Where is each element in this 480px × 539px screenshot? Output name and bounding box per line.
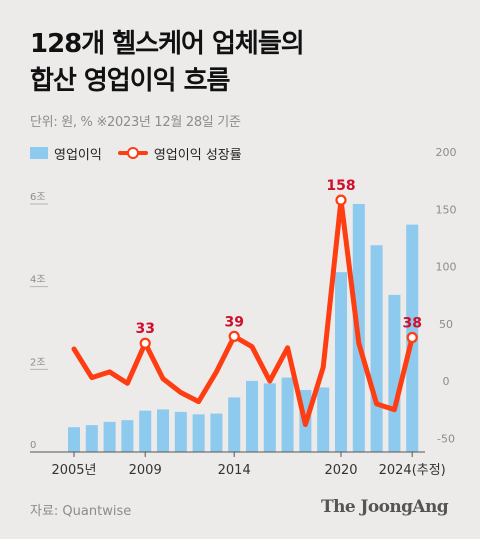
chart-title: 128개 헬스케어 업체들의 합산 영업이익 흐름 — [30, 26, 305, 100]
left-axis-tick-label: 0 — [30, 440, 36, 451]
legend-line-label: 영업이익 성장률 — [153, 147, 242, 163]
bar — [335, 272, 347, 452]
unit-note: 단위: 원, % ※2023년 12월 28일 기준 — [30, 115, 241, 130]
bar — [210, 413, 223, 452]
bar — [228, 397, 241, 452]
bar — [370, 245, 383, 452]
growth-rate-marker — [139, 337, 151, 349]
bar — [139, 410, 152, 452]
left-axis-tick-label: 6조 — [30, 192, 46, 203]
bar — [263, 383, 276, 452]
left-axis-tick-label: 4조 — [30, 275, 46, 286]
right-axis-tick-label: -50 — [437, 432, 455, 445]
bar — [246, 380, 258, 452]
growth-rate-marker — [335, 194, 347, 206]
right-axis-tick-label: 200 — [436, 146, 457, 159]
right-axis-tick-label: 50 — [439, 318, 453, 331]
x-axis-tick-label: 2024(추정) — [379, 463, 446, 478]
growth-rate-line — [71, 197, 415, 428]
legend: 영업이익 영업이익 성장률 — [30, 144, 242, 163]
legend-bar-label: 영업이익 — [54, 147, 102, 163]
bar — [68, 427, 80, 452]
growth-rate-data-label: 39 — [224, 314, 243, 330]
source-note: 자료: Quantwise — [30, 504, 132, 519]
bar — [85, 425, 98, 452]
growth-rate-marker — [228, 330, 240, 342]
bar — [103, 421, 116, 452]
right-axis-tick-label: 100 — [436, 261, 457, 274]
legend-line-swatch — [117, 147, 148, 159]
x-axis-tick-label: 2020 — [324, 463, 357, 478]
title-line-1: 128개 헬스케어 업체들의 — [30, 29, 305, 59]
bar — [192, 414, 205, 452]
bar — [174, 411, 187, 452]
brand-logo: The JoongAng — [321, 497, 449, 517]
title-line-2: 합산 영업이익 흐름 — [30, 66, 230, 96]
bar — [157, 409, 169, 452]
growth-rate-data-label: 158 — [326, 178, 355, 194]
growth-rate-marker — [406, 331, 418, 344]
right-axis-tick-label: 150 — [436, 203, 457, 216]
x-axis-tick-label: 2005년 — [51, 463, 96, 478]
right-axis-tick-label: 0 — [443, 375, 450, 388]
x-axis-tick-label: 2014 — [218, 463, 251, 478]
growth-rate-data-label: 38 — [402, 316, 421, 332]
bar — [388, 294, 401, 452]
bar — [281, 377, 294, 452]
left-axis-tick-label: 2조 — [30, 357, 46, 368]
bar — [121, 420, 134, 452]
bar — [317, 387, 330, 452]
legend-bar-swatch — [30, 147, 48, 159]
growth-rate-data-label: 33 — [135, 321, 154, 337]
x-axis-tick-label: 2009 — [129, 463, 162, 478]
